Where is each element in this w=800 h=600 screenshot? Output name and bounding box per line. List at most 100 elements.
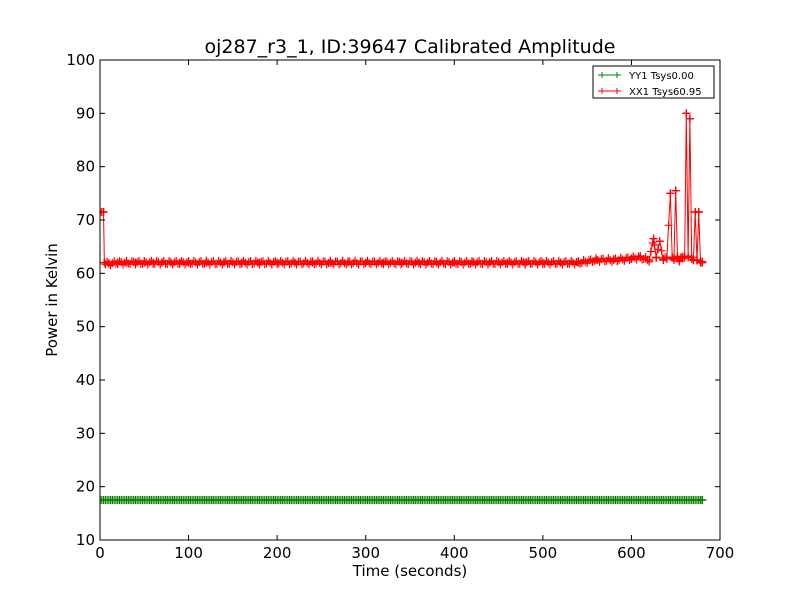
- x-tick-label: 200: [263, 544, 292, 562]
- data-point: [459, 260, 468, 269]
- y-axis-label: Power in Kelvin: [43, 243, 61, 357]
- data-point-key: [361, 258, 370, 267]
- data-point-key: [140, 258, 149, 267]
- data-point-key: [326, 258, 335, 267]
- data-point: [480, 257, 489, 266]
- data-point-key: [158, 258, 166, 267]
- data-point-key: [698, 496, 707, 504]
- data-point: [576, 259, 585, 268]
- data-point-key: [694, 208, 703, 216]
- data-point-key: [556, 258, 565, 267]
- data-point-key: [685, 114, 694, 123]
- data-point: [297, 260, 306, 269]
- data-point-key: [308, 258, 317, 267]
- data-point: [285, 260, 294, 269]
- data-point: [152, 257, 161, 266]
- data-point-key: [175, 258, 184, 267]
- data-point-key: [538, 258, 547, 267]
- data-point-key: [379, 258, 388, 267]
- data-point-key: [574, 258, 583, 267]
- data-point: [359, 260, 368, 269]
- data-point-key: [678, 254, 687, 263]
- x-axis-label: Time (seconds): [352, 562, 468, 580]
- data-point: [195, 258, 204, 267]
- data-point: [315, 258, 324, 267]
- data-point-key: [104, 259, 113, 268]
- data-point-key: [220, 258, 228, 267]
- data-point-key: [636, 253, 645, 262]
- plot-area: [100, 109, 707, 504]
- data-point-key: [592, 256, 600, 264]
- data-point: [510, 258, 519, 267]
- series-0: [100, 496, 707, 504]
- data-point: [335, 260, 344, 269]
- y-tick-label: 10: [76, 531, 95, 549]
- x-tick-label: 400: [440, 544, 469, 562]
- data-point: [251, 256, 260, 265]
- data-point: [600, 257, 609, 266]
- data-point: [214, 256, 223, 265]
- plot-frame: [99, 59, 721, 541]
- data-point-key: [100, 258, 109, 267]
- data-point: [372, 260, 381, 269]
- data-point: [289, 256, 298, 265]
- data-point: [572, 257, 581, 266]
- data-point: [446, 260, 455, 269]
- data-point: [492, 257, 501, 266]
- data-point-key: [645, 256, 654, 264]
- data-point: [165, 257, 174, 266]
- y-tick-label: 100: [66, 51, 95, 69]
- data-point: [639, 254, 648, 263]
- data-point: [584, 256, 593, 265]
- data-point: [443, 257, 452, 266]
- data-point-key: [122, 258, 131, 267]
- data-point-key: [397, 258, 406, 267]
- data-point: [189, 256, 198, 265]
- data-point-key: [273, 258, 282, 267]
- data-point: [119, 260, 128, 269]
- legend: YY1 Tsys0.00 XX1 Tsys60.95: [592, 65, 715, 99]
- data-point-key: [255, 258, 264, 267]
- data-point-key: [166, 258, 175, 267]
- data-point-key: [100, 208, 108, 216]
- data-point: [264, 256, 273, 265]
- data-point: [421, 260, 430, 269]
- x-tick-label: 500: [529, 544, 558, 562]
- series-1: [100, 109, 707, 270]
- data-point-key: [468, 258, 476, 267]
- data-point: [260, 260, 269, 269]
- legend-label: YY1 Tsys0.00: [628, 71, 694, 82]
- x-tick-label: 0: [95, 544, 105, 562]
- data-point: [390, 259, 399, 268]
- legend-marker: [600, 72, 619, 78]
- data-point: [646, 247, 655, 256]
- data-point: [423, 258, 432, 267]
- data-point-key: [432, 258, 441, 267]
- data-point: [547, 258, 556, 267]
- data-point: [430, 257, 439, 266]
- data-point: [322, 260, 331, 269]
- data-point-key: [344, 258, 352, 267]
- data-point-key: [698, 258, 707, 267]
- data-point: [613, 257, 622, 266]
- y-tick-label: 20: [76, 478, 95, 496]
- data-point: [177, 256, 186, 265]
- data-point: [581, 257, 590, 266]
- data-point-key: [521, 258, 530, 267]
- data-point: [127, 257, 136, 266]
- data-point-key: [113, 258, 122, 267]
- legend-box: [592, 65, 715, 99]
- data-point: [115, 257, 124, 266]
- data-point: [460, 258, 469, 267]
- data-point: [310, 260, 319, 269]
- y-tick-label: 70: [76, 211, 95, 229]
- legend-marker: [600, 88, 619, 94]
- data-point: [301, 256, 310, 265]
- data-point: [517, 256, 526, 265]
- x-tick-label: 300: [351, 544, 380, 562]
- x-tick-label: 100: [174, 544, 203, 562]
- data-point: [542, 256, 551, 265]
- chart-title: oj287_r3_1, ID:39647 Calibrated Amplitud…: [205, 36, 616, 58]
- data-point-key: [414, 258, 423, 267]
- data-point: [567, 256, 576, 265]
